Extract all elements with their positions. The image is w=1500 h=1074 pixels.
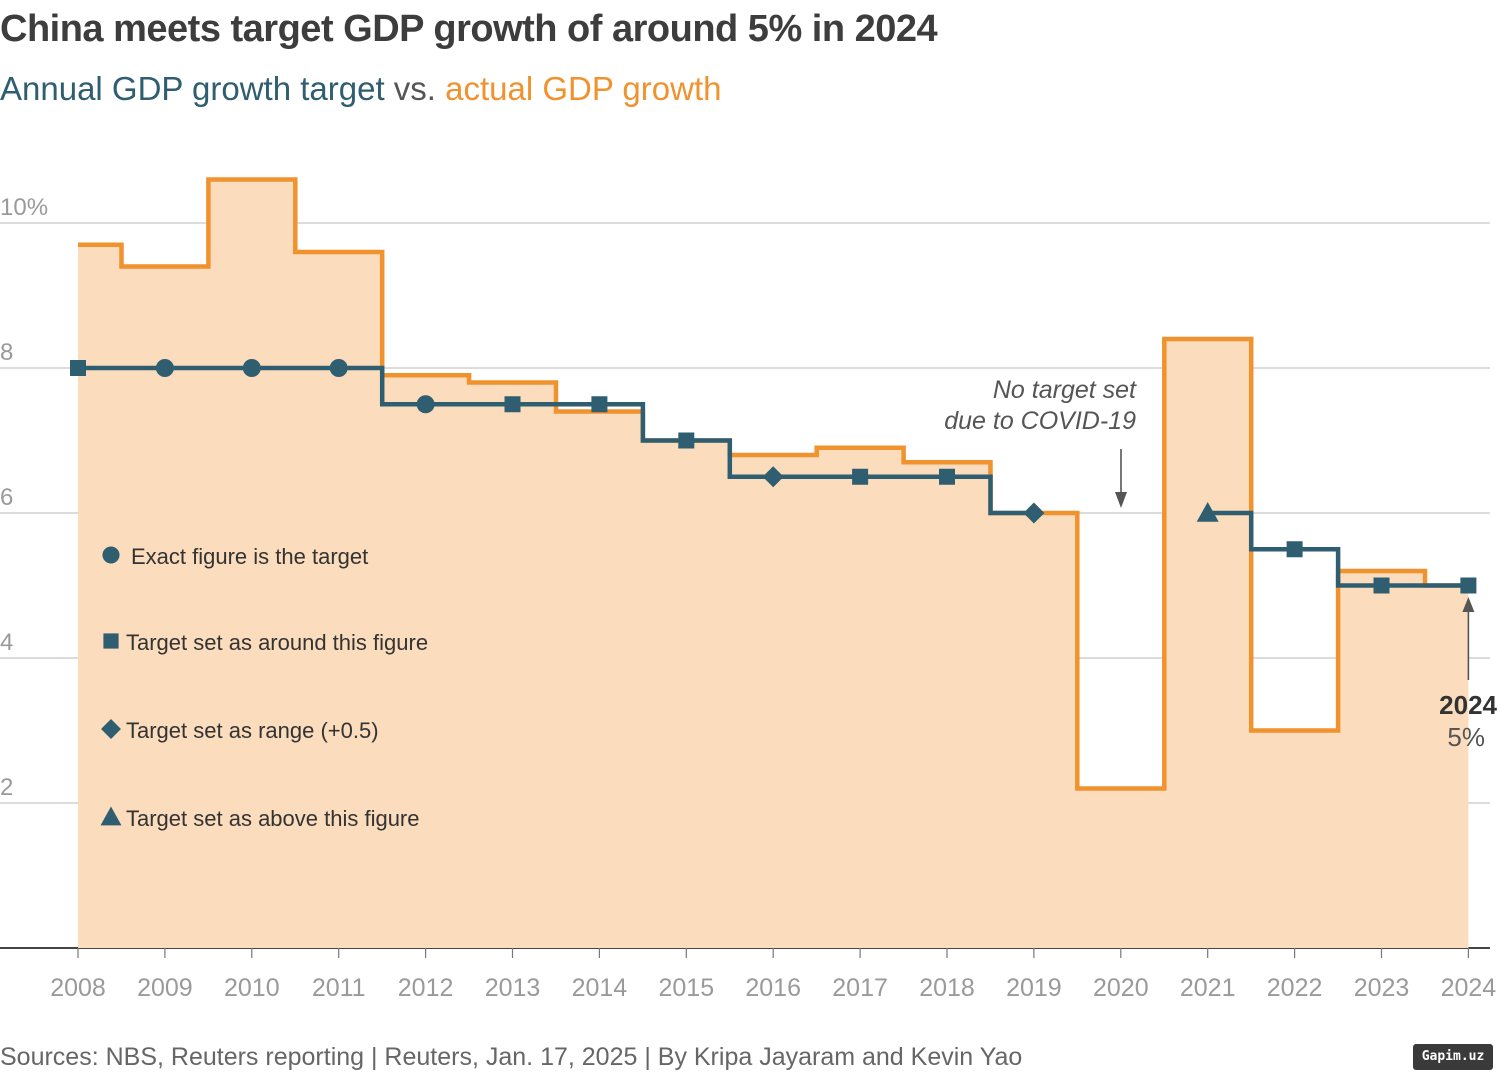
x-tick-label-2021: 2021 [1180,974,1236,1002]
target-marker-2009 [155,359,174,377]
legend-circle-icon [102,546,120,564]
x-tick-label-2010: 2010 [224,974,280,1002]
target-marker-2019 [1023,502,1045,524]
area-layer [78,179,1469,948]
line-layer [78,177,1469,791]
y-tick-label-3: 4 [0,629,13,656]
legend-diamond-icon [101,719,121,739]
x-tick-label-2020: 2020 [1093,974,1149,1002]
legend-label-diamond: Target set as range (+0.5) [126,718,379,743]
target-marker-2016 [762,466,784,488]
end-value-label: 5% [1447,722,1485,752]
legend-label-circle: Exact figure is the target [131,544,368,569]
x-tick-label-2008: 2008 [50,974,106,1002]
gdp-chart: 10% 8 6 4 2 2008 2009 2010 2011 2012 2013 2014 2015 2… [0,177,1498,1002]
target-marker-2015 [678,432,695,449]
target-marker-2008 [70,360,86,376]
x-tick-label-2014: 2014 [572,974,628,1002]
x-tick-label-2011: 2011 [312,974,366,1002]
target-marker-2018 [939,468,955,485]
actual-gdp-area [78,179,1469,948]
target-marker-2013 [504,396,521,413]
marker-layer [70,359,1477,594]
x-tick-label-2019: 2019 [1006,974,1062,1002]
target-marker-2024 [1460,577,1477,594]
x-tick-label-2022: 2022 [1267,974,1323,1002]
y-tick-label-2: 6 [0,484,13,511]
target-marker-2011 [329,359,348,377]
subtitle-target: Annual GDP growth target [0,70,385,107]
label-layer: 10% 8 6 4 2 2008 2009 2010 2011 2012 2013 2014 2015 2… [0,194,1496,1002]
y-tick-label-0: 10% [0,194,48,221]
chart-subtitle: Annual GDP growth target vs. actual GDP … [0,70,721,108]
covid-note-line-2: due to COVID-19 [944,407,1136,435]
legend-triangle-icon [100,806,122,826]
target-marker-2014 [591,396,608,413]
chart-title: China meets target GDP growth of around … [0,8,938,50]
end-arrow-head [1462,597,1475,612]
target-line-segment-0 [78,365,1034,516]
legend-layer: Exact figure is the target Target set as … [100,544,428,831]
x-tick-label-2024: 2024 [1441,974,1497,1002]
x-tick-label-2015: 2015 [658,974,714,1002]
covid-arrow-head [1115,492,1127,508]
subtitle-actual: actual GDP growth [445,70,722,107]
target-marker-2021 [1196,502,1219,522]
x-tick-label-2018: 2018 [919,974,975,1002]
x-tick-label-2013: 2013 [485,974,541,1002]
legend-label-square: Target set as around this figure [126,630,428,655]
y-tick-label-1: 8 [0,339,13,366]
x-tick-label-2023: 2023 [1354,974,1410,1002]
target-line-segment-1 [1207,510,1469,588]
target-marker-2012 [416,395,435,414]
target-marker-2023 [1373,577,1390,594]
x-tick-label-2016: 2016 [745,974,801,1002]
covid-note-line-1: No target set [993,376,1137,404]
y-tick-label-4: 2 [0,774,13,801]
x-tick-label-2012: 2012 [398,974,454,1002]
target-marker-2017 [852,468,869,485]
x-tick-label-2009: 2009 [137,974,193,1002]
watermark-badge: Gapim.uz [1413,1044,1493,1070]
legend-square-icon [103,633,119,649]
end-year-label: 2024 [1439,690,1497,720]
legend-label-triangle: Target set as above this figure [126,806,420,831]
source-note: Sources: NBS, Reuters reporting | Reuter… [0,1043,1023,1071]
x-tick-label-2017: 2017 [832,974,888,1002]
subtitle-vs: vs. [393,70,436,107]
target-marker-2010 [242,359,261,377]
target-marker-2022 [1286,541,1303,558]
